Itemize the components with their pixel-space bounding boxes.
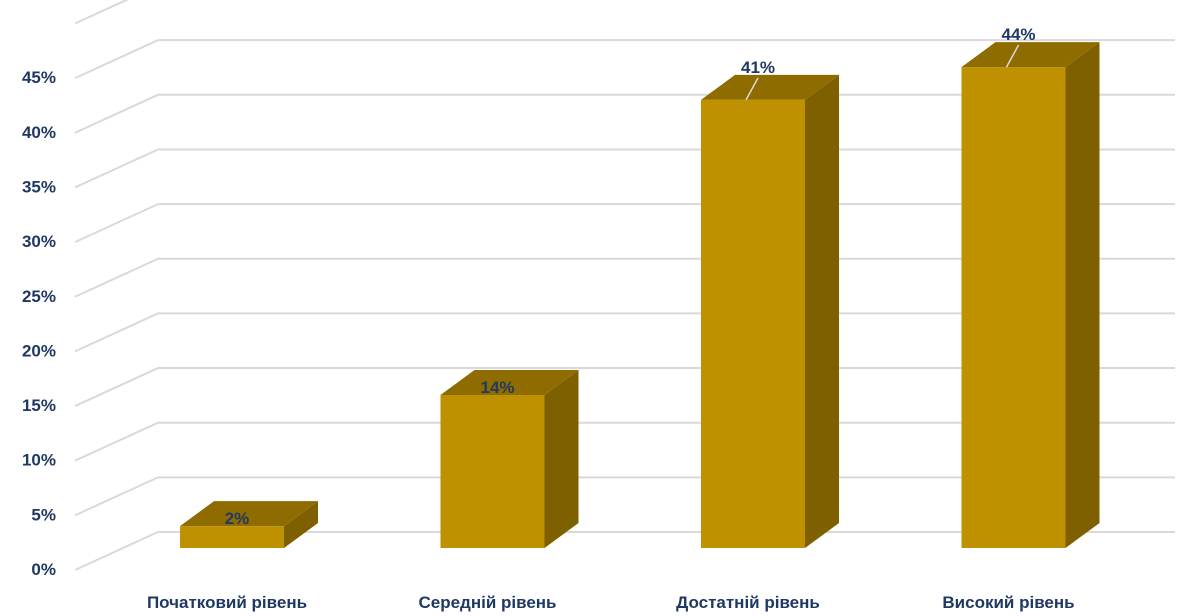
category-label: Початковий рівень	[147, 593, 307, 612]
bars	[180, 42, 1100, 549]
category-label: Достатній рівень	[676, 593, 820, 612]
bar	[440, 369, 579, 548]
bar	[701, 74, 839, 549]
category-label: Високий рівень	[942, 593, 1074, 612]
bar	[961, 42, 1100, 548]
y-tick-label: 5%	[31, 505, 56, 524]
data-label: 41%	[741, 58, 775, 77]
y-tick-label: 45%	[22, 68, 56, 87]
y-tick-label: 25%	[22, 287, 56, 306]
bar	[180, 501, 318, 548]
y-tick-label: 0%	[31, 560, 56, 579]
leader-line	[745, 77, 759, 101]
y-axis-ticks: 0% 5% 10% 15% 20% 25% 30% 35% 40% 45%	[22, 68, 56, 579]
y-tick-label: 20%	[22, 341, 56, 360]
data-labels: 2% 14% 41% 44%	[225, 25, 1036, 528]
gridline	[74, 39, 1175, 80]
y-tick-label: 10%	[22, 451, 56, 470]
leader-line	[1005, 44, 1020, 68]
gridline	[74, 0, 129, 25]
category-label: Середній рівень	[418, 593, 556, 612]
gridline	[74, 531, 1175, 571]
data-label: 44%	[1001, 25, 1035, 44]
data-label: 2%	[225, 509, 250, 528]
y-tick-label: 30%	[22, 232, 56, 251]
y-tick-label: 35%	[22, 177, 56, 196]
gridlines	[74, 0, 1175, 571]
y-tick-label: 15%	[22, 396, 56, 415]
y-tick-label: 40%	[22, 123, 56, 142]
category-labels: Початковий рівень Середній рівень Достатні…	[147, 593, 1075, 612]
data-label: 14%	[480, 378, 514, 397]
